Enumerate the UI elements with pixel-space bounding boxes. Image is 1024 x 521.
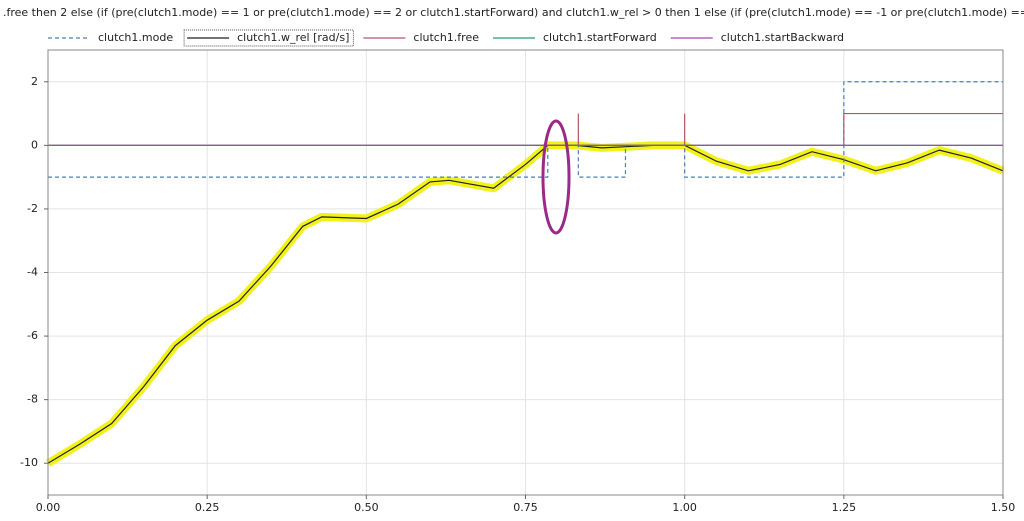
y-tick-label: 0 <box>31 138 38 151</box>
series-line <box>47 144 1004 464</box>
x-tick-label: 1.25 <box>832 501 857 514</box>
x-tick-label: 1.00 <box>672 501 697 514</box>
y-tick-label: -4 <box>27 266 38 279</box>
y-tick-label: -8 <box>27 393 38 406</box>
legend-label: clutch1.startBackward <box>721 31 844 44</box>
x-tick-label: 0.00 <box>36 501 61 514</box>
legend-label: clutch1.free <box>413 31 479 44</box>
y-tick-label: 2 <box>31 75 38 88</box>
series-line <box>48 112 1003 146</box>
x-tick-label: 0.50 <box>354 501 379 514</box>
legend-selection <box>183 29 354 47</box>
series-line <box>48 81 1003 178</box>
x-tick-label: 1.50 <box>991 501 1016 514</box>
annotation-ellipse <box>541 119 571 235</box>
legend-label: clutch1.mode <box>98 31 173 44</box>
legend-label: clutch1.w_rel [rad/s] <box>237 31 349 44</box>
y-tick-label: -10 <box>20 456 38 469</box>
legend-label: clutch1.startForward <box>543 31 657 44</box>
x-tick-label: 0.75 <box>513 501 538 514</box>
x-tick-label: 0.25 <box>195 501 220 514</box>
chart-title: .free then 2 else (if (pre(clutch1.mode)… <box>3 6 1024 19</box>
y-tick-label: -2 <box>27 202 38 215</box>
y-tick-label: -6 <box>27 329 38 342</box>
